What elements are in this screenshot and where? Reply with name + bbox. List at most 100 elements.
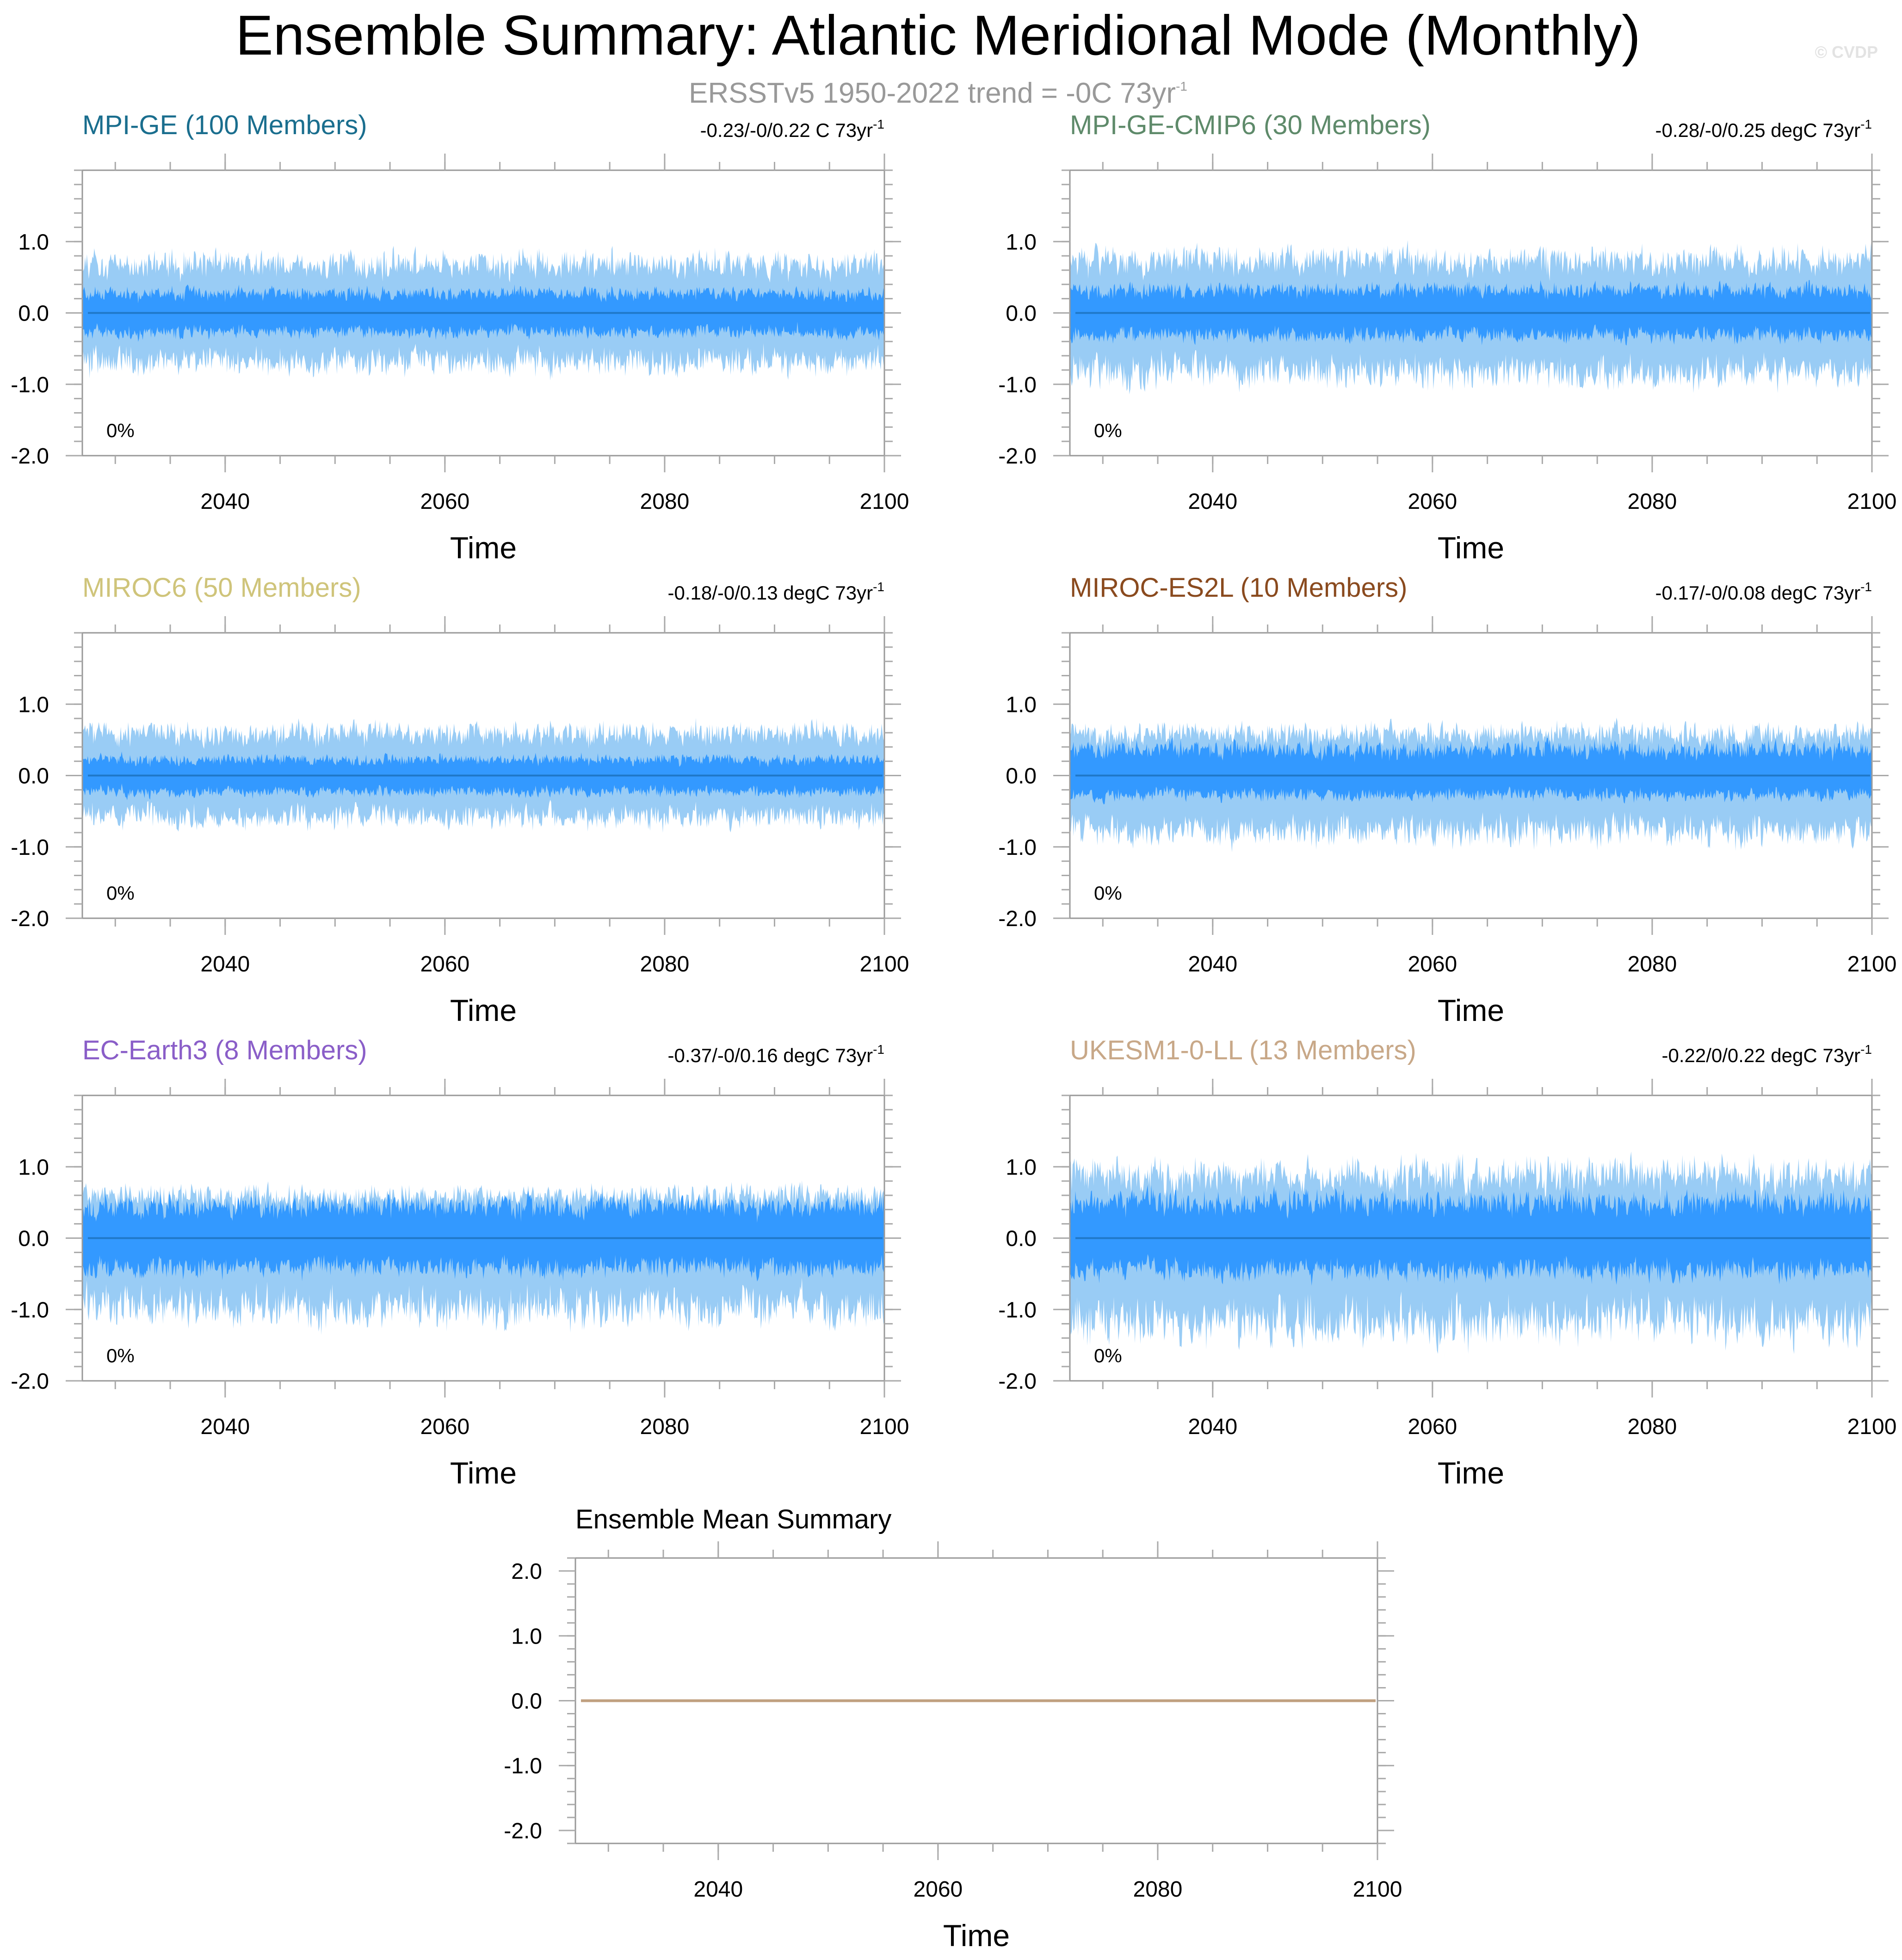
x-tick-label: 2100 bbox=[860, 1415, 909, 1439]
y-tick-label: -2.0 bbox=[11, 907, 49, 931]
y-tick-label: 1.0 bbox=[1006, 230, 1037, 254]
x-tick-label: 2060 bbox=[913, 1877, 963, 1902]
x-tick-label: 2100 bbox=[1847, 489, 1897, 514]
panel-4: -2.0 -1.0 0.0 1.0 2040 2060 2080 2100 Time MIROC-… bbox=[998, 573, 1896, 1027]
y-tick-label: -1.0 bbox=[998, 373, 1037, 397]
x-tick-label: 2080 bbox=[1133, 1877, 1183, 1902]
panel-title: EC-Earth3 (8 Members) bbox=[82, 1035, 367, 1065]
x-axis-label: Time bbox=[1438, 531, 1504, 565]
x-tick-label: 2040 bbox=[1188, 952, 1237, 977]
y-tick-label: 0.0 bbox=[18, 1227, 49, 1251]
y-tick-label: 0.0 bbox=[1006, 302, 1037, 326]
panel-7: -2.0 -1.0 0.0 1.0 2.0 2040 2060 2080 2100 Time Ens… bbox=[504, 1504, 1402, 1953]
x-tick-label: 2060 bbox=[420, 489, 469, 514]
x-tick-label: 2080 bbox=[1628, 489, 1677, 514]
interquartile-band bbox=[82, 1190, 884, 1282]
x-tick-label: 2100 bbox=[860, 489, 909, 514]
panel-title: MIROC-ES2L (10 Members) bbox=[1070, 573, 1407, 603]
panel-5: -2.0 -1.0 0.0 1.0 2040 2060 2080 2100 Time EC-Ear… bbox=[11, 1035, 909, 1490]
figure-subtitle-sup: -1 bbox=[1176, 79, 1187, 93]
x-tick-label: 2080 bbox=[640, 952, 690, 977]
y-tick-label: 1.0 bbox=[511, 1624, 542, 1649]
y-tick-label: 0.0 bbox=[18, 302, 49, 326]
x-tick-label: 2040 bbox=[1188, 489, 1237, 514]
trend-text: -0.28/-0/0.25 degC 73yr-1 bbox=[1655, 117, 1872, 141]
y-tick-label: 0.0 bbox=[511, 1689, 542, 1714]
x-tick-label: 2100 bbox=[1353, 1877, 1402, 1902]
x-tick-label: 2060 bbox=[1408, 952, 1457, 977]
x-tick-label: 2060 bbox=[1408, 1415, 1457, 1439]
x-tick-label: 2100 bbox=[1847, 1415, 1897, 1439]
y-tick-label: -2.0 bbox=[998, 907, 1037, 931]
trend-text: -0.22/0/0.22 degC 73yr-1 bbox=[1661, 1042, 1872, 1066]
y-tick-label: 1.0 bbox=[1006, 692, 1037, 717]
x-tick-label: 2040 bbox=[200, 952, 250, 977]
panel-2: -2.0 -1.0 0.0 1.0 2040 2060 2080 2100 Time MPI-GE… bbox=[998, 110, 1896, 565]
y-tick-label: -1.0 bbox=[998, 835, 1037, 860]
panel-title: UKESM1-0-LL (13 Members) bbox=[1070, 1035, 1416, 1065]
x-tick-label: 2080 bbox=[640, 1415, 690, 1439]
panel-annotation: 0% bbox=[1094, 882, 1122, 904]
minor-ticks bbox=[1062, 624, 1880, 927]
trend-text: -0.37/-0/0.16 degC 73yr-1 bbox=[667, 1042, 884, 1066]
y-tick-label: 1.0 bbox=[1006, 1155, 1037, 1180]
panel-annotation: 0% bbox=[1094, 1345, 1122, 1366]
y-tick-label: -2.0 bbox=[11, 1369, 49, 1394]
y-tick-label: -1.0 bbox=[998, 1298, 1037, 1323]
x-tick-label: 2040 bbox=[200, 1415, 250, 1439]
x-tick-label: 2080 bbox=[640, 489, 690, 514]
x-axis-label: Time bbox=[450, 531, 517, 565]
panel-annotation: 0% bbox=[1094, 420, 1122, 441]
x-tick-label: 2100 bbox=[1847, 952, 1897, 977]
y-tick-label: -1.0 bbox=[11, 1298, 49, 1323]
y-tick-label: -1.0 bbox=[504, 1754, 542, 1779]
x-tick-label: 2060 bbox=[420, 1415, 469, 1439]
x-tick-label: 2080 bbox=[1628, 952, 1677, 977]
panel-6: -2.0 -1.0 0.0 1.0 2040 2060 2080 2100 Time UKESM1… bbox=[998, 1035, 1896, 1490]
panel-title: MPI-GE (100 Members) bbox=[82, 110, 367, 140]
x-tick-label: 2080 bbox=[1628, 1415, 1677, 1439]
y-tick-label: 1.0 bbox=[18, 1155, 49, 1180]
y-tick-label: -2.0 bbox=[998, 444, 1037, 469]
trend-text: -0.23/-0/0.22 C 73yr-1 bbox=[700, 117, 884, 141]
chart-panels: -2.0 -1.0 0.0 1.0 2040 2060 2080 2100 Time MPI-GE… bbox=[11, 110, 1896, 1953]
panel-annotation: 0% bbox=[106, 882, 135, 904]
x-axis-label: Time bbox=[450, 1456, 517, 1490]
x-axis-label: Time bbox=[1438, 993, 1504, 1027]
panel-annotation: 0% bbox=[106, 1345, 135, 1366]
trend-text: -0.17/-0/0.08 degC 73yr-1 bbox=[1655, 580, 1872, 604]
panel-title: MIROC6 (50 Members) bbox=[82, 573, 361, 603]
interquartile-band bbox=[1070, 1185, 1872, 1286]
x-tick-label: 2060 bbox=[1408, 489, 1457, 514]
panel-3: -2.0 -1.0 0.0 1.0 2040 2060 2080 2100 Time MIROC6… bbox=[11, 573, 909, 1027]
x-tick-label: 2040 bbox=[693, 1877, 743, 1902]
figure-subtitle: ERSSTv5 1950-2022 trend = -0C 73yr-1 bbox=[689, 77, 1187, 109]
y-tick-label: -1.0 bbox=[11, 835, 49, 860]
panel-title: Ensemble Mean Summary bbox=[575, 1504, 891, 1534]
panel-title: MPI-GE-CMIP6 (30 Members) bbox=[1070, 110, 1431, 140]
x-axis-label: Time bbox=[943, 1918, 1010, 1953]
cvdp-watermark: © CVDP bbox=[1815, 43, 1878, 62]
x-axis-label: Time bbox=[1438, 1456, 1504, 1490]
figure-title: Ensemble Summary: Atlantic Meridional Mo… bbox=[235, 4, 1641, 67]
y-tick-label: 0.0 bbox=[1006, 1227, 1037, 1251]
x-axis-label: Time bbox=[450, 993, 517, 1027]
x-tick-label: 2060 bbox=[420, 952, 469, 977]
y-tick-label: 2.0 bbox=[511, 1559, 542, 1584]
interquartile-band bbox=[1070, 736, 1872, 805]
y-tick-label: -2.0 bbox=[504, 1819, 542, 1843]
panel-1: -2.0 -1.0 0.0 1.0 2040 2060 2080 2100 Time MPI-GE… bbox=[11, 110, 909, 565]
trend-text: -0.18/-0/0.13 degC 73yr-1 bbox=[667, 580, 884, 604]
y-tick-label: 1.0 bbox=[18, 692, 49, 717]
x-tick-label: 2040 bbox=[200, 489, 250, 514]
y-tick-label: 1.0 bbox=[18, 230, 49, 254]
x-tick-label: 2100 bbox=[860, 952, 909, 977]
y-tick-label: 0.0 bbox=[18, 764, 49, 789]
panel-annotation: 0% bbox=[106, 420, 135, 441]
y-tick-label: -2.0 bbox=[11, 444, 49, 469]
x-tick-label: 2040 bbox=[1188, 1415, 1237, 1439]
figure-subtitle-text: ERSSTv5 1950-2022 trend = -0C 73yr bbox=[689, 77, 1176, 109]
y-tick-label: 0.0 bbox=[1006, 764, 1037, 789]
y-tick-label: -2.0 bbox=[998, 1369, 1037, 1394]
